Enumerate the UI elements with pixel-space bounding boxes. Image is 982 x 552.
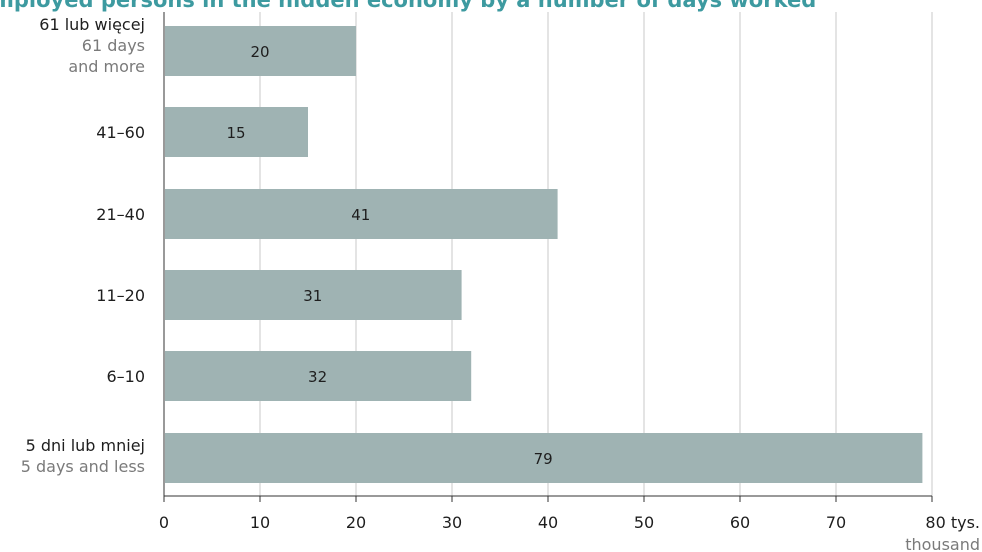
category-label: 21–40 <box>96 205 145 224</box>
category-label: 5 dni lub mniej <box>26 436 145 455</box>
category-label: 41–60 <box>96 123 145 142</box>
chart-title: mployed persons in the hidden economy by… <box>0 0 817 12</box>
bar-data-label: 32 <box>308 368 327 386</box>
bar-data-label: 79 <box>534 450 553 468</box>
category-labels: 61 lub więcej 61 days and more 41–60 21–40 11… <box>21 15 145 476</box>
x-tick-label: 30 <box>442 513 462 532</box>
category-sublabel: 5 days and less <box>21 457 145 476</box>
x-tick-label: 40 <box>538 513 558 532</box>
bar-data-label: 41 <box>351 206 370 224</box>
x-tick-label: 20 <box>346 513 366 532</box>
bar <box>165 189 558 239</box>
category-label: 61 lub więcej <box>39 15 145 34</box>
x-tick-label: 10 <box>250 513 270 532</box>
category-label: 11–20 <box>96 286 145 305</box>
bar <box>165 107 308 157</box>
x-axis: 0 10 20 30 40 50 60 70 80 tys. thousand <box>159 12 980 552</box>
category-sublabel: 61 days and more <box>68 36 145 76</box>
x-tick-label: 80 tys. <box>925 513 980 532</box>
x-tick-label: 50 <box>634 513 654 532</box>
grid-lines <box>259 12 933 496</box>
x-tick-label: 0 <box>159 513 169 532</box>
bar <box>165 351 472 401</box>
x-tick-label: 70 <box>826 513 846 532</box>
x-tick-label: 60 <box>730 513 750 532</box>
bars: 20 15 41 31 32 79 <box>165 26 923 483</box>
bar-data-label: 20 <box>250 43 269 61</box>
bar <box>165 433 923 483</box>
bar <box>165 270 462 320</box>
bar-data-label: 31 <box>303 287 322 305</box>
category-label: 6–10 <box>106 367 145 386</box>
x-unit-sublabel: thousand <box>905 535 980 552</box>
bar <box>165 26 356 76</box>
bar-data-label: 15 <box>226 124 245 142</box>
